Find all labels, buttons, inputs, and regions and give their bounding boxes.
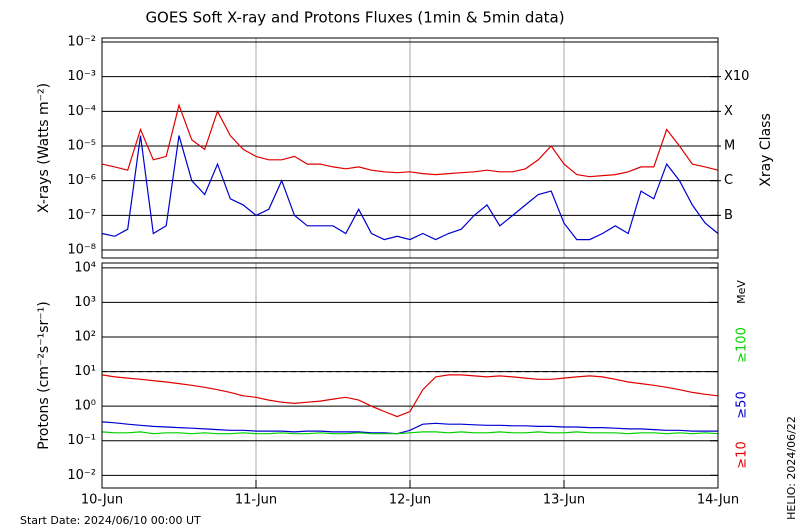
y-tick-label: 10³ (74, 295, 96, 310)
y-tick-label: 10⁰ (74, 399, 96, 414)
plot-frame (101, 37, 719, 259)
class-label: X (724, 104, 733, 119)
y-tick-label: 10⁻⁷ (67, 208, 96, 223)
x-tick-label: 11-Jun (235, 493, 277, 508)
series-line (101, 103, 719, 178)
class-label: C (724, 173, 733, 188)
y2-axis-label: Xray Class (758, 113, 774, 187)
y-tick-label: 10⁻⁶ (67, 173, 96, 188)
series-line (101, 431, 719, 435)
y-tick-label: 10⁻⁵ (67, 139, 96, 154)
legend-label: ≥50 (735, 391, 750, 418)
series-line (101, 421, 718, 435)
class-label: B (724, 208, 733, 223)
x-tick-label: 10-Jun (81, 493, 123, 508)
y-tick-label: 10⁻² (67, 468, 96, 483)
y-tick-label: 10¹ (74, 364, 96, 379)
unit-label: MeV (735, 280, 748, 304)
legend-label: ≥10 (735, 441, 750, 468)
class-label: M (724, 139, 735, 154)
series-line (101, 135, 719, 241)
y-tick-label: 10⁴ (74, 260, 96, 275)
chart-title: GOES Soft X-ray and Protons Fluxes (1min… (145, 9, 564, 27)
y-tick-label: 10⁻³ (67, 69, 96, 84)
y-axis-label: X-rays (Watts m⁻²) (36, 83, 52, 213)
legend-label: ≥100 (735, 327, 750, 363)
y-tick-label: 10⁻⁸ (67, 243, 96, 258)
series-line (101, 374, 719, 418)
y-tick-label: 10⁻² (67, 34, 96, 49)
class-label: X10 (724, 69, 749, 84)
y-axis-label: Protons (cm⁻²s⁻¹sr⁻¹) (36, 301, 52, 450)
y-tick-label: 10⁻¹ (67, 433, 96, 448)
plot-frame (101, 262, 719, 489)
y-tick-label: 10⁻⁴ (67, 104, 96, 119)
y-tick-label: 10² (74, 329, 96, 344)
x-tick-label: 14-Jun (697, 493, 739, 508)
start-date: Start Date: 2024/06/10 00:00 UT (20, 514, 201, 527)
x-tick-label: 12-Jun (389, 493, 431, 508)
helio-date: HELIO: 2024/06/22 (785, 416, 798, 520)
x-tick-label: 13-Jun (543, 493, 585, 508)
